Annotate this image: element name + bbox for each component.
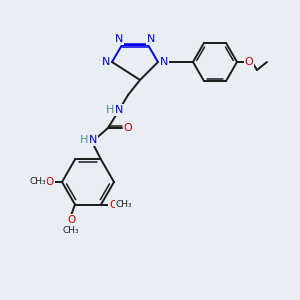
Text: H: H bbox=[106, 105, 114, 115]
Text: N: N bbox=[115, 105, 123, 115]
Text: O: O bbox=[124, 123, 132, 133]
Text: H: H bbox=[80, 135, 88, 145]
Text: CH₃: CH₃ bbox=[116, 200, 132, 209]
Text: N: N bbox=[89, 135, 97, 145]
Text: CH₃: CH₃ bbox=[30, 178, 46, 187]
Text: N: N bbox=[147, 34, 155, 44]
Text: O: O bbox=[109, 200, 117, 209]
Text: O: O bbox=[67, 214, 75, 224]
Text: N: N bbox=[115, 34, 123, 44]
Text: CH₃: CH₃ bbox=[63, 226, 79, 235]
Text: O: O bbox=[244, 57, 253, 67]
Text: O: O bbox=[46, 177, 54, 187]
Text: N: N bbox=[160, 57, 168, 67]
Text: N: N bbox=[102, 57, 110, 67]
